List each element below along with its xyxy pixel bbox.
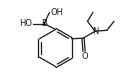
Text: HO: HO	[19, 19, 33, 28]
Text: N: N	[92, 27, 98, 36]
Text: O: O	[82, 52, 88, 61]
Text: OH: OH	[50, 8, 64, 17]
Text: B: B	[41, 19, 47, 28]
